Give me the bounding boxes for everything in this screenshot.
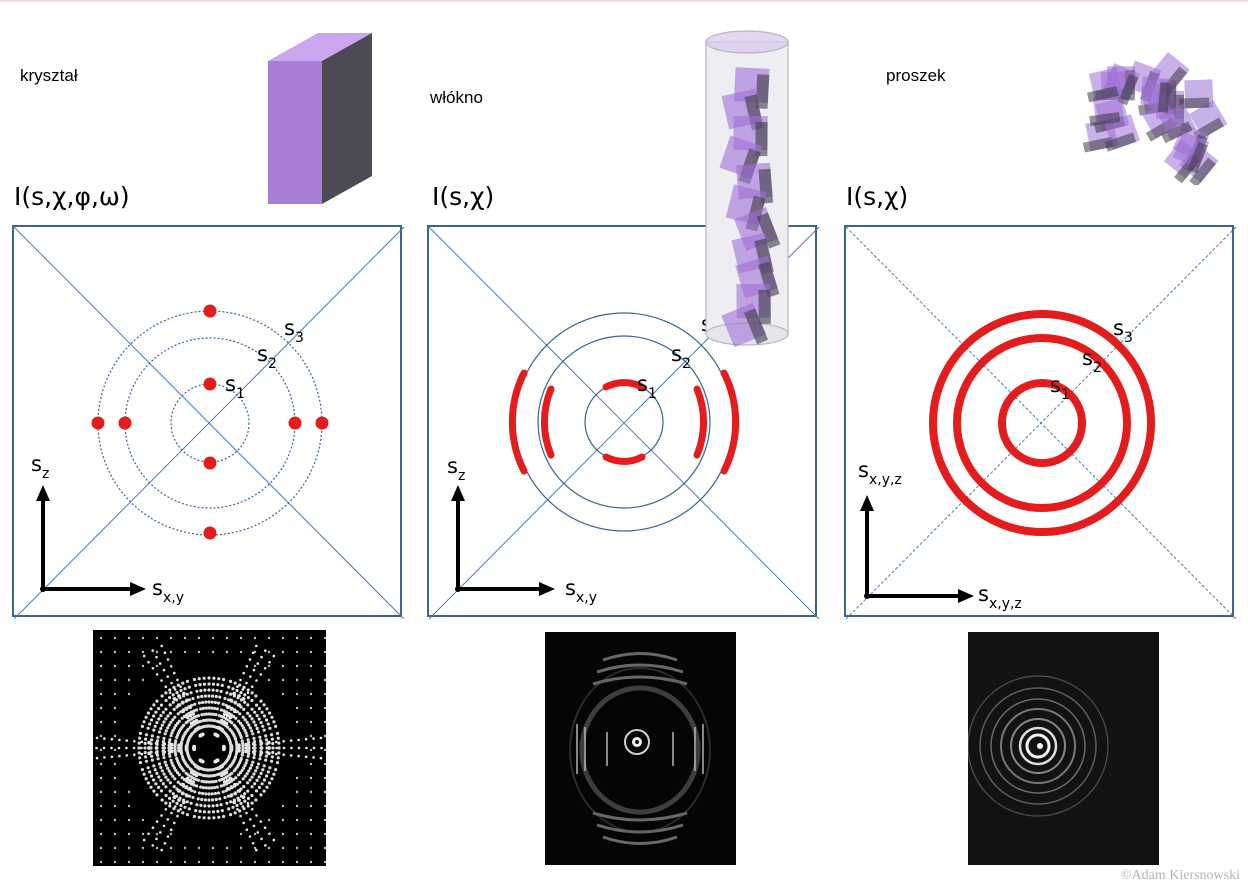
axis-origin [455, 586, 461, 592]
diagonal-line [14, 227, 404, 619]
horizontal-axis-arrowhead [539, 582, 555, 596]
arc-reflection [540, 385, 555, 459]
ring-label-s2: s2 [671, 342, 691, 372]
horizontal-axis-label: sx,y,z [978, 582, 1022, 612]
horizontal-axis-arrowhead [958, 589, 974, 603]
bragg-spot [288, 416, 302, 430]
bragg-spot [203, 377, 217, 391]
fiber-intensity-formula: I(s,χ) [432, 182, 495, 211]
ring-label-s2: s2 [1082, 346, 1102, 376]
ring-label-s3: s3 [1113, 316, 1133, 346]
horizontal-axis-arrowhead [130, 582, 146, 596]
vertical-axis-arrowhead [36, 485, 50, 501]
crystal-diffraction-pattern-image [93, 630, 326, 866]
arc-reflection [602, 379, 646, 391]
bragg-spot [315, 416, 329, 430]
vertical-axis-arrowhead [860, 495, 874, 511]
powder-crystallites-illustration [1082, 52, 1228, 185]
crystal-intensity-formula: I(s,χ,φ,ω) [14, 182, 130, 211]
vertical-axis-label: sz [31, 452, 49, 482]
ring-label-s1: s1 [225, 372, 245, 402]
fiber-label: włókno [430, 88, 483, 107]
debye-ring-s2 [953, 334, 1131, 512]
copyright-notice: ©Adam Kiersnowski [1120, 868, 1240, 883]
ring-label-s3: s3 [284, 316, 304, 346]
powder-label: proszek [886, 66, 946, 85]
top-divider [0, 0, 1248, 2]
axis-origin [864, 593, 870, 599]
bragg-spot [203, 304, 217, 318]
bragg-spot [203, 456, 217, 470]
debye-ring-s3 [929, 310, 1155, 536]
bragg-spot [91, 416, 105, 430]
ring-label-s1: s1 [637, 372, 657, 402]
ring-s2 [537, 335, 711, 509]
vertical-axis-label: sx,y,z [858, 458, 902, 488]
bragg-spot [203, 526, 217, 540]
ring-label-s1: s1 [1050, 373, 1070, 403]
axis-origin [40, 586, 46, 592]
arc-reflection [693, 385, 708, 459]
arc-reflection [602, 453, 646, 465]
diagonal-line [846, 227, 1236, 619]
crystal-block-illustration [268, 33, 372, 204]
powder-reciprocal-space-panel: s1 s2 s3 sx,y,z sx,y,z [844, 225, 1236, 619]
vertical-axis-arrowhead [451, 485, 465, 501]
bragg-spot [118, 416, 132, 430]
ring-label-s2: s2 [257, 342, 277, 372]
debye-ring-s1 [998, 379, 1086, 467]
arc-reflection [720, 369, 740, 475]
arc-reflection [508, 369, 528, 475]
powder-diffraction-pattern-image [968, 632, 1159, 865]
fiber-diffraction-pattern-image [545, 632, 736, 865]
crystal-reciprocal-space-panel: s1 s2 s3 sz sx,y [12, 225, 404, 619]
horizontal-axis-label: sx,y [565, 576, 597, 606]
fiber-bundle-illustration [705, 30, 789, 348]
horizontal-axis-label: sx,y [152, 576, 184, 606]
vertical-axis-label: sz [447, 454, 465, 484]
crystal-label: kryształ [20, 66, 78, 85]
powder-intensity-formula: I(s,χ) [846, 182, 909, 211]
